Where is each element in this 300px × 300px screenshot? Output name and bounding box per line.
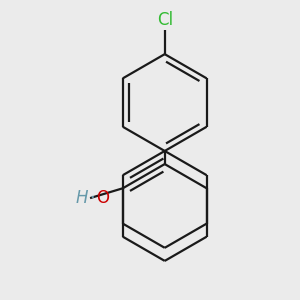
Text: O: O [96, 189, 109, 207]
Text: ·: · [89, 189, 95, 207]
Text: H: H [76, 189, 88, 207]
Text: Cl: Cl [157, 11, 173, 28]
